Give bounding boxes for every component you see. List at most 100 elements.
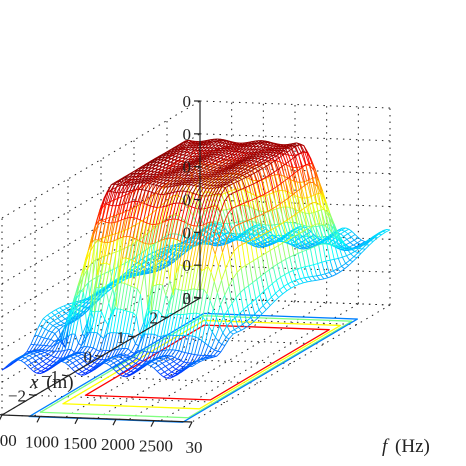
mesh-line [59, 305, 65, 309]
mesh-line [142, 241, 146, 245]
mesh-line [184, 164, 189, 168]
mesh-line [105, 287, 110, 304]
mesh-line [149, 171, 155, 175]
mesh-line [172, 170, 178, 174]
mesh-line [148, 190, 152, 193]
mesh-line [132, 241, 138, 245]
mesh-line [175, 288, 179, 290]
mesh-line [57, 339, 63, 352]
mesh-line [198, 144, 203, 148]
mesh-line [39, 358, 44, 362]
mesh-line [160, 318, 166, 337]
mesh-line [109, 281, 114, 285]
mesh-line [191, 156, 196, 160]
mesh-line [251, 207, 257, 223]
mesh-line [54, 329, 60, 334]
mesh-line [117, 219, 122, 222]
mesh-line [214, 171, 219, 175]
mesh-line [169, 280, 174, 296]
mesh-line [167, 219, 173, 239]
mesh-line [146, 162, 151, 166]
mesh-line [91, 349, 97, 357]
mesh-line [149, 161, 155, 166]
mesh-line [240, 268, 245, 289]
mesh-line [132, 173, 138, 177]
mesh-line [75, 363, 81, 367]
mesh-line [79, 268, 85, 290]
mesh-line [249, 240, 255, 261]
mesh-line [141, 189, 146, 191]
mesh-line [216, 230, 222, 235]
mesh-line [118, 212, 123, 215]
mesh-line [220, 304, 225, 317]
mesh-line [162, 285, 167, 296]
mesh-line [212, 157, 218, 161]
mesh-line [137, 242, 143, 264]
mesh-line [160, 176, 166, 180]
mesh-line [152, 171, 158, 175]
mesh-line [131, 274, 136, 277]
mesh-line [94, 238, 99, 241]
mesh-line [82, 346, 88, 353]
mesh-line [211, 347, 215, 351]
mesh-line [213, 164, 219, 168]
mesh-line [178, 164, 184, 168]
mesh-line [203, 289, 208, 295]
mesh-line [235, 297, 240, 314]
mesh-line [119, 230, 124, 251]
mesh-line [254, 238, 259, 259]
mesh-line [58, 358, 64, 362]
mesh-line [250, 193, 256, 210]
mesh-line [101, 220, 106, 223]
mesh-line [158, 154, 164, 158]
mesh-line [248, 285, 253, 303]
mesh-line [236, 154, 242, 159]
mesh-line [203, 147, 209, 152]
mesh-line [163, 170, 168, 174]
mesh-line [174, 156, 180, 161]
mesh-line [145, 351, 151, 362]
mesh-line [36, 353, 41, 357]
mesh-line [58, 309, 64, 314]
mesh-line [127, 284, 132, 287]
mesh-line [41, 320, 47, 328]
mesh-line [22, 353, 28, 356]
mesh-line [221, 192, 226, 195]
mesh-line [51, 327, 57, 333]
mesh-line [45, 360, 51, 365]
mesh-line [207, 172, 213, 176]
mesh-line [229, 207, 233, 210]
mesh-line [177, 142, 182, 146]
mesh-line [194, 173, 199, 177]
mesh-line [168, 155, 173, 159]
mesh-line [150, 365, 155, 369]
mesh-line [203, 208, 208, 213]
mesh-line [204, 172, 210, 175]
mesh-line [165, 155, 171, 160]
mesh-line [147, 176, 153, 180]
mesh-line [201, 161, 206, 165]
mesh-line [127, 272, 133, 276]
mesh-line [128, 176, 134, 180]
mesh-line [36, 370, 42, 374]
mesh-line [38, 363, 43, 368]
mesh-line [328, 272, 333, 277]
mesh-line [145, 295, 151, 318]
mesh-line [300, 267, 305, 278]
mesh-line [125, 311, 131, 334]
mesh-line [293, 222, 299, 236]
mesh-line [187, 172, 193, 176]
mesh-line [122, 175, 128, 180]
mesh-line [260, 276, 265, 292]
mesh-line [243, 203, 248, 221]
mesh-line [120, 236, 124, 239]
mesh-line [170, 358, 174, 362]
mesh-line [233, 329, 238, 333]
mesh-line [120, 308, 124, 311]
mesh-line [200, 174, 206, 177]
mesh-line [80, 259, 86, 276]
mesh-line [168, 165, 174, 170]
mesh-line [183, 149, 189, 153]
mesh-line [84, 354, 90, 357]
mesh-line [200, 224, 204, 227]
